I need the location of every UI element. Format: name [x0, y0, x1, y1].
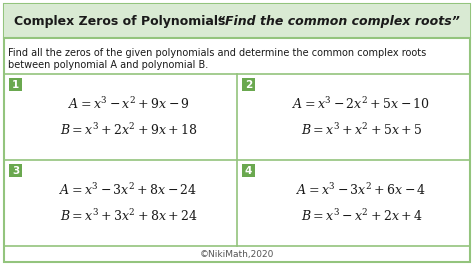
- Text: Find all the zeros of the given polynomials and determine the common complex roo: Find all the zeros of the given polynomi…: [8, 48, 426, 58]
- Text: $B = x^3 - x^2 + 2x + 4$: $B = x^3 - x^2 + 2x + 4$: [301, 208, 422, 224]
- Text: $B = x^3 + 3x^2 + 8x + 24$: $B = x^3 + 3x^2 + 8x + 24$: [60, 208, 197, 224]
- Bar: [9, 164, 22, 177]
- Text: “Find the common complex roots”: “Find the common complex roots”: [217, 15, 460, 27]
- Text: $A = x^3 - x^2 + 9x - 9$: $A = x^3 - x^2 + 9x - 9$: [67, 96, 190, 112]
- Text: between polynomial A and polynomial B.: between polynomial A and polynomial B.: [8, 60, 208, 70]
- Text: Complex Zeros of Polynomials: Complex Zeros of Polynomials: [14, 15, 225, 27]
- Text: $A = x^3 - 3x^2 + 6x - 4$: $A = x^3 - 3x^2 + 6x - 4$: [296, 182, 427, 198]
- Bar: [242, 164, 255, 177]
- Text: $A = x^3 - 2x^2 + 5x - 10$: $A = x^3 - 2x^2 + 5x - 10$: [292, 96, 430, 112]
- Text: $A = x^3 - 3x^2 + 8x - 24$: $A = x^3 - 3x^2 + 8x - 24$: [59, 182, 198, 198]
- Text: 2: 2: [245, 80, 252, 89]
- Text: $B = x^3 + 2x^2 + 9x + 18$: $B = x^3 + 2x^2 + 9x + 18$: [60, 122, 197, 138]
- Bar: [4, 4, 470, 38]
- Text: 4: 4: [245, 165, 252, 176]
- Text: $B = x^3 + x^2 + 5x + 5$: $B = x^3 + x^2 + 5x + 5$: [301, 122, 422, 138]
- Text: 1: 1: [12, 80, 19, 89]
- Bar: [9, 78, 22, 91]
- Bar: [242, 78, 255, 91]
- Text: 3: 3: [12, 165, 19, 176]
- Text: ©NikiMath,2020: ©NikiMath,2020: [200, 251, 274, 260]
